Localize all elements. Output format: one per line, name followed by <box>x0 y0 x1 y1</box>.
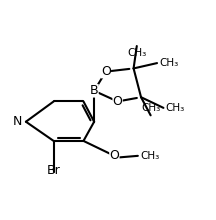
Text: O: O <box>101 65 111 78</box>
Text: O: O <box>110 149 119 162</box>
Text: CH₃: CH₃ <box>166 103 185 113</box>
Text: CH₃: CH₃ <box>140 151 159 161</box>
Text: CH₃: CH₃ <box>159 58 178 68</box>
Text: Br: Br <box>47 163 60 176</box>
Text: N: N <box>13 115 22 128</box>
Text: CH₃: CH₃ <box>127 48 146 58</box>
Text: B: B <box>90 84 98 97</box>
Text: CH₃: CH₃ <box>141 103 160 113</box>
Text: O: O <box>113 95 122 108</box>
